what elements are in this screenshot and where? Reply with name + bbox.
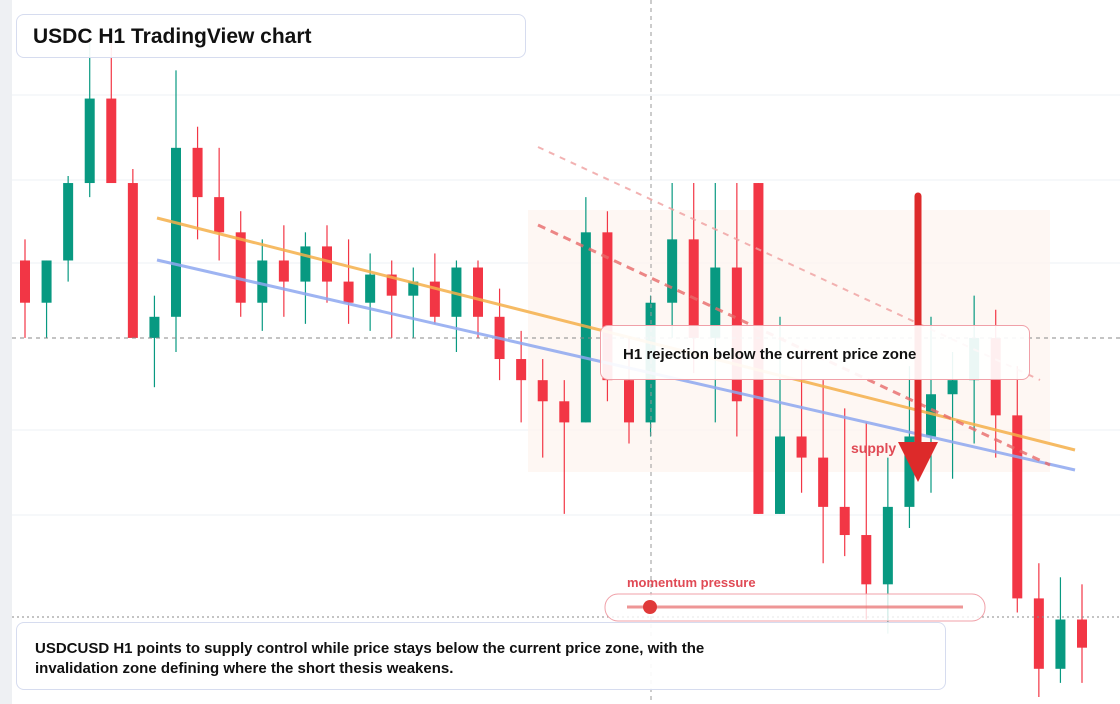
candle-body xyxy=(20,260,30,303)
candle-body xyxy=(408,281,419,296)
sidebar xyxy=(0,0,12,704)
chart-title: USDC H1 TradingView chart xyxy=(33,25,312,48)
candle-body xyxy=(214,197,225,233)
candle-body xyxy=(63,183,74,261)
candle-body xyxy=(904,436,915,507)
candle-body xyxy=(1012,415,1023,599)
candle-body xyxy=(882,506,893,585)
candle-body xyxy=(624,380,634,423)
arrow-head xyxy=(898,442,938,482)
candle-body xyxy=(559,401,570,423)
candle-body xyxy=(537,380,548,402)
candle-body xyxy=(343,281,354,303)
candle-body xyxy=(192,147,203,198)
candle-body xyxy=(278,260,289,282)
candle-body xyxy=(667,239,678,303)
candle-body xyxy=(775,436,785,514)
slider-knob xyxy=(643,600,657,614)
candle-body xyxy=(473,267,483,317)
momentum-label: momentum pressure xyxy=(627,575,756,590)
candle-body xyxy=(322,246,332,282)
candle-body xyxy=(688,239,699,338)
candle-body xyxy=(300,246,311,282)
candle-body xyxy=(710,267,721,338)
caption-box: USDCUSD H1 points to supply control whil… xyxy=(16,622,946,690)
candle-body xyxy=(386,274,397,296)
candle-body xyxy=(1077,619,1087,648)
candle-body xyxy=(106,98,117,184)
annotation-box: H1 rejection below the current price zon… xyxy=(600,325,1030,380)
candle-body xyxy=(602,232,613,381)
candle-body xyxy=(516,359,527,381)
candle-body xyxy=(171,147,181,317)
candle-body xyxy=(1033,598,1044,669)
candle-body xyxy=(1055,619,1066,669)
candle-body xyxy=(796,436,807,458)
candle-body xyxy=(257,260,268,303)
candle-body xyxy=(818,457,829,507)
candle-body xyxy=(149,316,160,338)
candle-body xyxy=(365,274,376,303)
candle-body xyxy=(235,232,246,303)
candle-body xyxy=(947,380,958,395)
annotation: H1 rejection below the current price zon… xyxy=(623,346,917,363)
candle-body xyxy=(839,506,850,536)
title-box: USDC H1 TradingView chart xyxy=(16,14,526,58)
caption: USDCUSD H1 points to supply control whil… xyxy=(35,640,705,677)
candle-body xyxy=(926,394,936,437)
supply-label: supply xyxy=(851,440,897,456)
candle-body xyxy=(861,535,872,585)
candle-body xyxy=(127,183,138,338)
candle-body xyxy=(429,281,440,317)
candle-body xyxy=(41,260,52,303)
candle-body xyxy=(84,98,95,184)
